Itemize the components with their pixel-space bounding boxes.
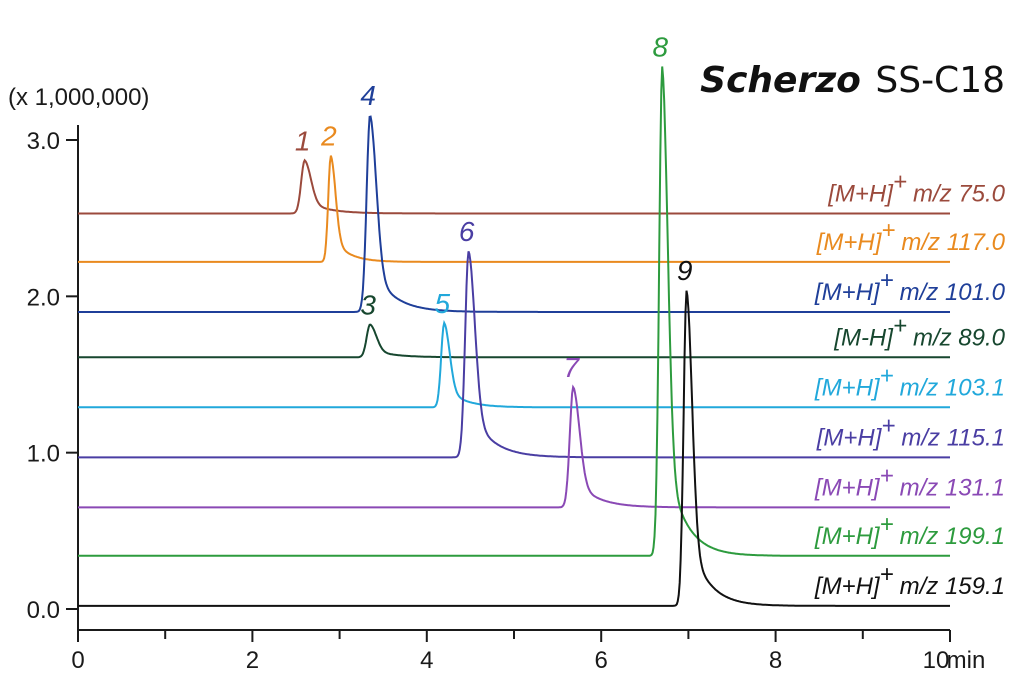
y-tick-label: 3.0 <box>27 128 60 155</box>
chart-title-rest: SS-C18 <box>875 60 1005 101</box>
trace-line <box>78 66 950 557</box>
trace-ion: [M+H] <box>814 474 881 501</box>
y-tick-label: 0.0 <box>27 597 60 624</box>
peak-label: 4 <box>360 80 376 111</box>
trace-ion: [M+H] <box>816 229 883 256</box>
trace-label: [M+H]+ m/z 117.0 <box>816 217 1006 256</box>
x-unit-label: min <box>947 647 986 674</box>
x-tick-label: 4 <box>420 647 433 674</box>
trace-charge: + <box>880 462 894 489</box>
trace-label: [M+H]+ m/z 75.0 <box>827 168 1005 207</box>
trace-label: [M+H]+ m/z 101.0 <box>814 267 1006 306</box>
chart-title: Scherzo SS-C18 <box>700 60 1005 101</box>
trace-ion: [M+H] <box>814 523 881 550</box>
trace-mz: m/z 101.0 <box>900 279 1006 306</box>
trace-mz: m/z 159.1 <box>900 573 1005 600</box>
trace-ion: [M+H] <box>816 424 883 451</box>
trace-charge: + <box>880 561 894 588</box>
trace-mz: m/z 115.1 <box>901 424 1005 451</box>
trace-label: [M+H]+ m/z 103.1 <box>814 362 1005 401</box>
trace-line <box>78 250 950 459</box>
peak-label: 2 <box>320 121 337 152</box>
x-tick-label: 10 <box>923 647 950 674</box>
trace-label: [M+H]+ m/z 199.1 <box>814 511 1005 550</box>
y-tick-label: 2.0 <box>27 284 60 311</box>
ticks: 0.0 1.0 2.0 3.0 0 2 4 6 8 10 <box>27 128 951 674</box>
trace-ion: [M+H] <box>827 180 894 207</box>
trace-line <box>78 155 950 263</box>
labels: 1[M+H]+ m/z 75.02[M+H]+ m/z 117.04[M+H]+ m/… <box>295 32 1006 600</box>
trace-ion: [M+H] <box>814 573 881 600</box>
trace-line <box>78 323 950 359</box>
peak-label: 8 <box>652 32 668 63</box>
chart-title-italic: Scherzo <box>700 60 861 101</box>
trace-mz: m/z 103.1 <box>900 374 1005 401</box>
traces <box>78 66 950 607</box>
x-tick-label: 0 <box>71 647 84 674</box>
trace-line <box>78 290 950 607</box>
trace-label: [M-H]+ m/z 89.0 <box>833 312 1005 351</box>
trace-charge: + <box>880 511 894 538</box>
trace-charge: + <box>893 168 907 195</box>
peak-label: 3 <box>360 289 376 320</box>
trace-charge: + <box>893 312 907 339</box>
y-unit-label: (x 1,000,000) <box>8 84 149 111</box>
trace-line <box>78 384 950 509</box>
x-tick-label: 6 <box>595 647 608 674</box>
peak-label: 6 <box>459 216 475 247</box>
trace-line <box>78 115 950 313</box>
peak-label: 1 <box>295 125 311 156</box>
trace-label: [M+H]+ m/z 131.1 <box>814 462 1005 501</box>
trace-mz: m/z 75.0 <box>913 180 1006 207</box>
peak-label: 9 <box>677 255 693 286</box>
trace-line <box>78 319 950 409</box>
peak-label: 7 <box>564 352 581 383</box>
trace-charge: + <box>881 217 895 244</box>
trace-ion: [M+H] <box>814 279 881 306</box>
trace-ion: [M-H] <box>833 324 894 351</box>
trace-label: [M+H]+ m/z 159.1 <box>814 561 1005 600</box>
trace-mz: m/z 117.0 <box>901 229 1005 256</box>
trace-mz: m/z 131.1 <box>900 474 1005 501</box>
trace-label: [M+H]+ m/z 115.1 <box>816 412 1005 451</box>
trace-line <box>78 158 950 215</box>
trace-charge: + <box>880 362 894 389</box>
trace-charge: + <box>881 412 895 439</box>
trace-ion: [M+H] <box>814 374 881 401</box>
x-tick-label: 8 <box>769 647 782 674</box>
trace-mz: m/z 89.0 <box>913 324 1006 351</box>
peak-label: 5 <box>434 288 450 319</box>
trace-mz: m/z 199.1 <box>900 523 1005 550</box>
y-tick-label: 1.0 <box>27 441 60 468</box>
trace-charge: + <box>880 267 894 294</box>
x-tick-label: 2 <box>246 647 259 674</box>
